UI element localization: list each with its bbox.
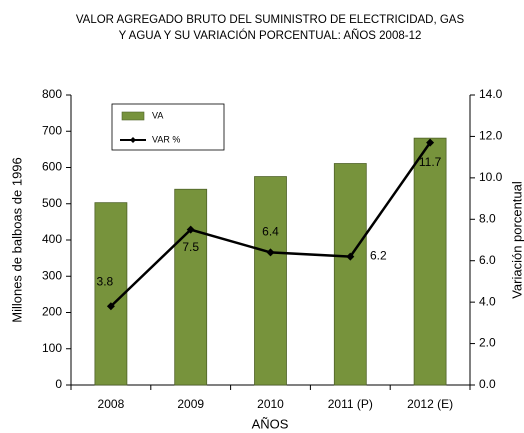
legend-swatch <box>130 137 136 143</box>
y2-tick-label: 4.0 <box>479 294 496 308</box>
y2-tick-label: 8.0 <box>479 211 496 225</box>
y2-tick-label: 6.0 <box>479 253 496 267</box>
chart-title: VALOR AGREGADO BRUTO DEL SUMINISTRO DE E… <box>76 14 465 26</box>
legend-label: VA <box>152 110 163 120</box>
legend-box <box>111 103 225 151</box>
marker <box>266 248 275 257</box>
data-label: 6.2 <box>370 249 387 263</box>
legend-label: VAR % <box>152 134 180 144</box>
y-tick-label: 600 <box>42 160 62 174</box>
bar <box>174 188 208 386</box>
legend-swatch <box>121 111 145 121</box>
marker <box>346 252 355 261</box>
data-label: 3.8 <box>97 274 114 288</box>
y2-tick-label: 2.0 <box>479 336 496 350</box>
bar <box>413 137 447 386</box>
data-label: 11.7 <box>419 155 442 169</box>
x-axis-label: AÑOS <box>252 416 289 431</box>
x-tick-label: 2011 (P) <box>328 397 373 411</box>
marker <box>186 225 195 234</box>
x-tick-label: 2009 <box>177 397 204 411</box>
x-tick-label: 2010 <box>257 397 284 411</box>
y-tick-label: 300 <box>42 268 62 282</box>
y-tick-label: 200 <box>42 305 62 319</box>
bar <box>94 202 128 386</box>
data-label: 6.4 <box>262 225 279 239</box>
y2-tick-label: 0.0 <box>479 377 496 391</box>
y-tick-label: 800 <box>42 87 62 101</box>
chart-title: Y AGUA Y SU VARIACIÓN PORCENTUAL: AÑOS 2… <box>119 29 422 42</box>
y-tick-label: 400 <box>42 232 62 246</box>
data-label: 7.5 <box>182 240 199 254</box>
y2-tick-label: 14.0 <box>479 87 503 101</box>
bar <box>254 176 287 386</box>
bar <box>333 163 367 386</box>
y-tick-label: 0 <box>55 377 62 391</box>
y-tick-label: 100 <box>42 341 62 355</box>
y-tick-label: 500 <box>42 196 62 210</box>
x-tick-label: 2008 <box>98 397 125 411</box>
y2-tick-label: 12.0 <box>479 129 503 143</box>
y-tick-label: 700 <box>42 123 62 137</box>
y-axis-label: Millones de balboas de 1996 <box>9 157 24 323</box>
y2-axis-label: Variación porcentual <box>509 181 524 299</box>
x-tick-label: 2012 (E) <box>407 397 453 411</box>
marker <box>426 138 435 147</box>
marker <box>106 302 115 311</box>
y2-tick-label: 10.0 <box>479 170 503 184</box>
